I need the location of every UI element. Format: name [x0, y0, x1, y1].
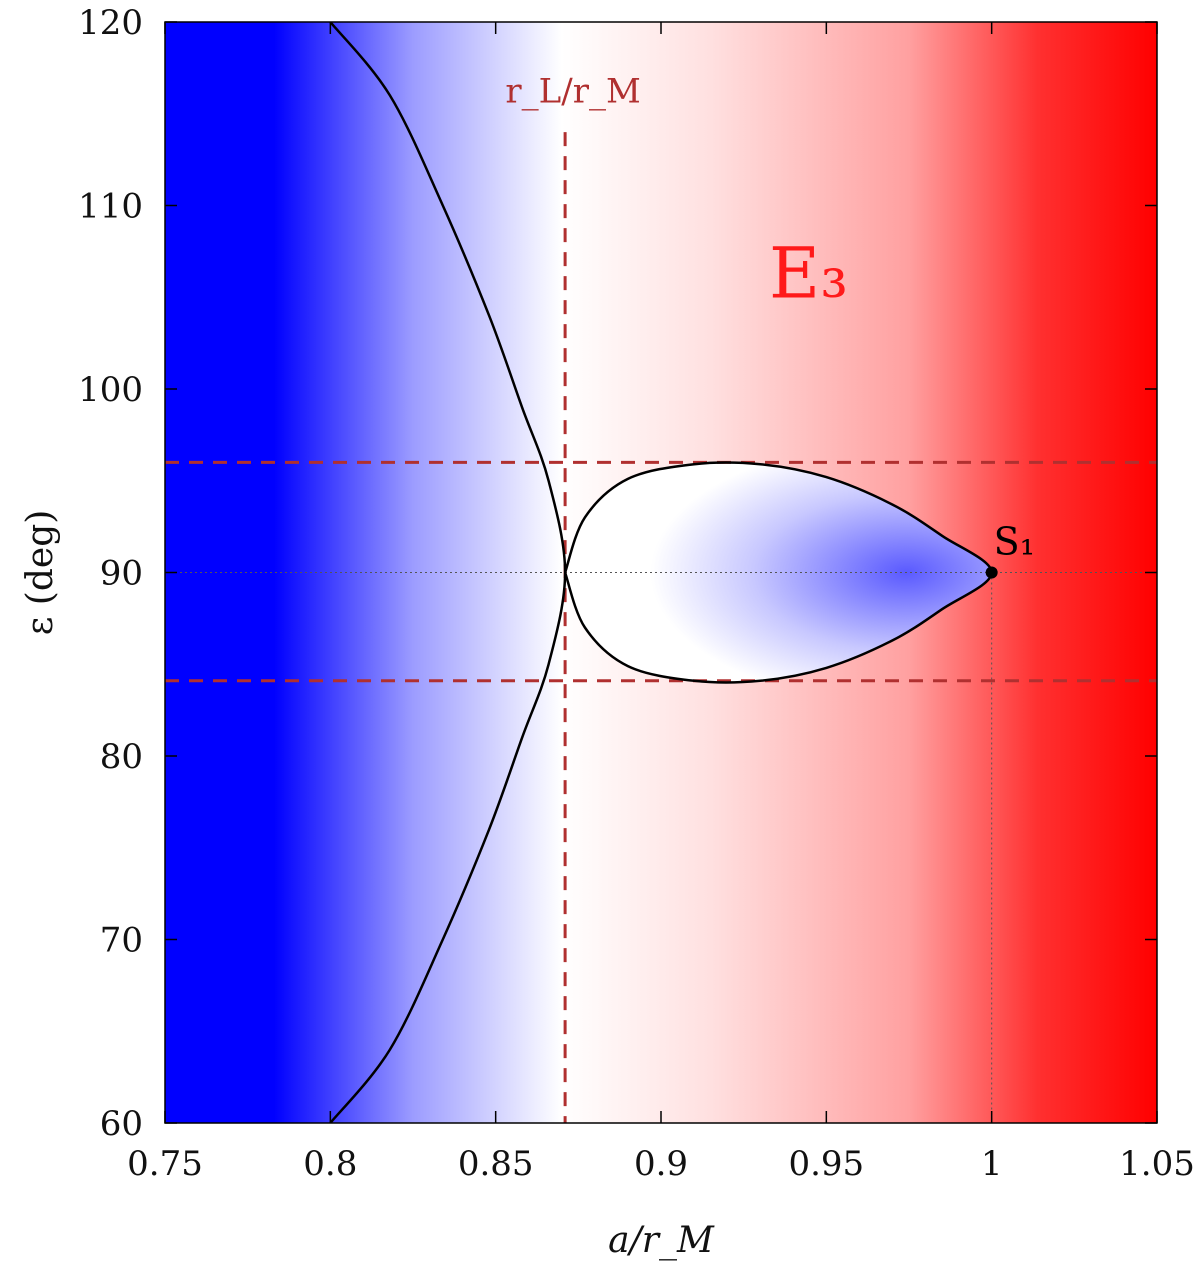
x-tick-label: 0.8	[303, 1144, 357, 1184]
y-ticks: 60 70 80 90 100 110 120	[78, 3, 1157, 1144]
y-tick-label: 120	[78, 3, 143, 43]
x-axis-label: a/r_M	[608, 1220, 715, 1261]
x-tick-label: 1.05	[1119, 1144, 1195, 1184]
vertical-line-label: r_L/r_M	[505, 72, 640, 112]
x-ticks: 0.75 0.8 0.85 0.9 0.95 1 1.05	[127, 22, 1195, 1184]
y-tick-label: 60	[100, 1104, 143, 1144]
region-label: E₃	[769, 232, 848, 314]
y-tick-label: 80	[100, 737, 143, 777]
plot-area	[165, 22, 1157, 1123]
y-tick-label: 70	[100, 921, 143, 961]
y-tick-label: 100	[78, 370, 143, 410]
y-tick-label: 90	[100, 554, 143, 594]
island-fill	[565, 462, 992, 683]
x-tick-label: 0.95	[788, 1144, 864, 1184]
y-axis-label: ε (deg)	[20, 510, 61, 636]
x-tick-label: 0.9	[634, 1144, 688, 1184]
point-s1	[985, 566, 998, 579]
y-tick-label: 110	[78, 187, 143, 227]
x-tick-label: 0.75	[127, 1144, 203, 1184]
x-tick-label: 0.85	[458, 1144, 534, 1184]
point-label: S₁	[994, 520, 1035, 564]
x-tick-label: 1	[981, 1144, 1003, 1184]
